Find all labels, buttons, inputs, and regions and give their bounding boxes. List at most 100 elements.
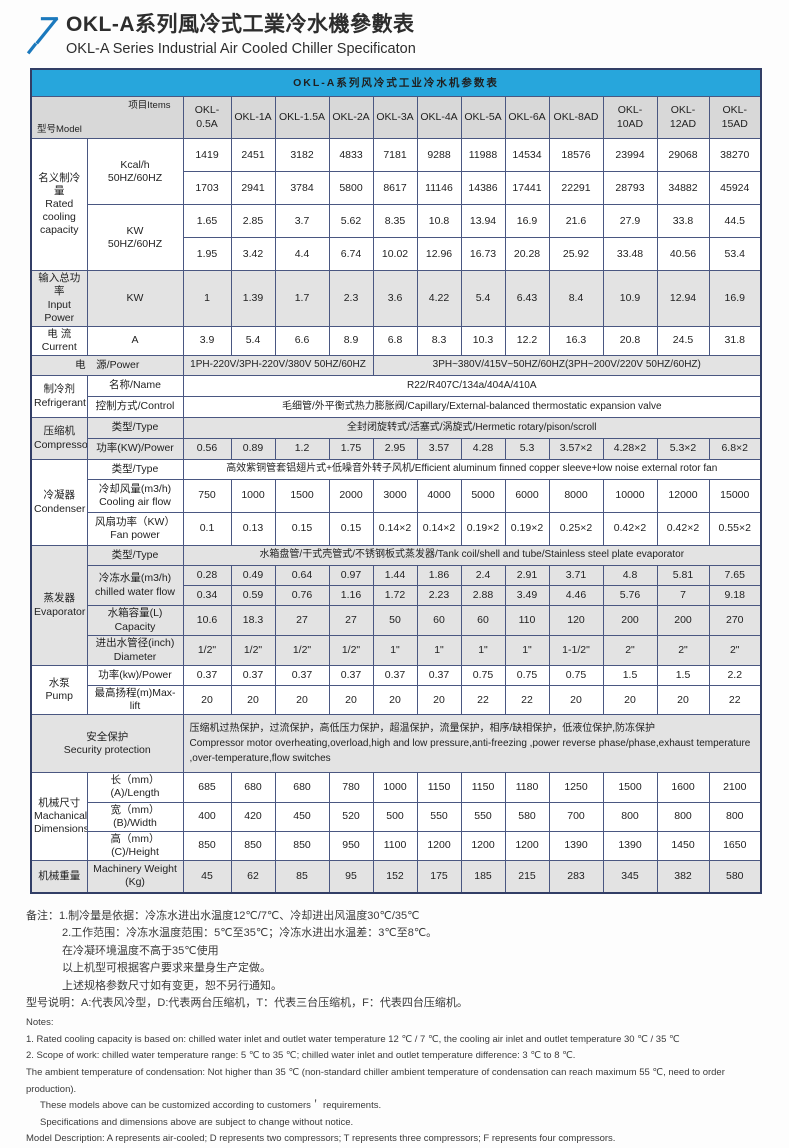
spec-value: 24.5 bbox=[657, 326, 709, 355]
corner-items-label: 项目Items bbox=[128, 100, 170, 112]
spec-value: 2.4 bbox=[461, 566, 505, 586]
spec-value: 4.46 bbox=[549, 586, 603, 606]
spec-value: 0.14×2 bbox=[373, 513, 417, 546]
spec-value: 1.44 bbox=[373, 566, 417, 586]
spec-value: 1450 bbox=[657, 831, 709, 860]
spec-value: 11988 bbox=[461, 139, 505, 172]
spec-value: 0.59 bbox=[231, 586, 275, 606]
spec-value: 12.2 bbox=[505, 326, 549, 355]
spec-value: 1.5 bbox=[657, 666, 709, 686]
spec-value: 0.37 bbox=[329, 666, 373, 686]
spec-value: 0.49 bbox=[231, 566, 275, 586]
spec-value: 0.42×2 bbox=[657, 513, 709, 546]
spec-value: 16.9 bbox=[709, 271, 761, 327]
spec-value: 10.6 bbox=[183, 606, 231, 636]
model-header: OKL-4A bbox=[417, 96, 461, 138]
note-line: 型号说明：A:代表风冷型，D:代表两台压缩机，T：代表三台压缩机，F：代表四台压… bbox=[26, 995, 776, 1013]
spec-value: 40.56 bbox=[657, 238, 709, 271]
spec-value: 0.28 bbox=[183, 566, 231, 586]
spec-label: 毛细管/外平衡式热力膨胀阀/Capillary/External-balance… bbox=[183, 397, 761, 418]
spec-value: 1.7 bbox=[275, 271, 329, 327]
spec-value: 20.8 bbox=[603, 326, 657, 355]
spec-value: 685 bbox=[183, 773, 231, 802]
spec-value: 1650 bbox=[709, 831, 761, 860]
note-line: The ambient temperature of condensation:… bbox=[26, 1065, 776, 1098]
spec-label: 进出水管径(inch) Diameter bbox=[87, 636, 183, 666]
spec-sheet-page: OKL-A系列風冷式工業冷水機參數表 OKL-A Series Industri… bbox=[0, 0, 789, 962]
spec-value: 283 bbox=[549, 861, 603, 893]
spec-value: 850 bbox=[183, 831, 231, 860]
spec-label: 水箱盘管/干式壳管式/不锈钢板式蒸发器/Tank coil/shell and … bbox=[183, 546, 761, 566]
spec-value: 1.16 bbox=[329, 586, 373, 606]
spec-value: 0.19×2 bbox=[461, 513, 505, 546]
spec-value: 20 bbox=[275, 686, 329, 715]
spec-value: 12.96 bbox=[417, 238, 461, 271]
spec-value: 500 bbox=[373, 802, 417, 831]
spec-value: 0.42×2 bbox=[603, 513, 657, 546]
spec-value: 10000 bbox=[603, 480, 657, 513]
spec-value: 0.37 bbox=[373, 666, 417, 686]
spec-value: 14386 bbox=[461, 172, 505, 205]
spec-value: 7.65 bbox=[709, 566, 761, 586]
spec-value: 3.9 bbox=[183, 326, 231, 355]
spec-value: 175 bbox=[417, 861, 461, 893]
spec-value: 1/2" bbox=[329, 636, 373, 666]
spec-value: 4.28×2 bbox=[603, 439, 657, 460]
spec-label: 制冷剂 Refrigerant bbox=[31, 376, 87, 418]
spec-value: 0.1 bbox=[183, 513, 231, 546]
spec-value: 7181 bbox=[373, 139, 417, 172]
spec-value: 800 bbox=[657, 802, 709, 831]
spec-value: 6.74 bbox=[329, 238, 373, 271]
spec-value: 3.71 bbox=[549, 566, 603, 586]
spec-label: 冷却风量(m3/h) Cooling air flow bbox=[87, 480, 183, 513]
spec-value: 1.95 bbox=[183, 238, 231, 271]
notes-english: Notes:1. Rated cooling capacity is based… bbox=[26, 1015, 776, 1148]
spec-value: 2.95 bbox=[373, 439, 417, 460]
spec-value: 85 bbox=[275, 861, 329, 893]
spec-value: 45924 bbox=[709, 172, 761, 205]
spec-value: 1600 bbox=[657, 773, 709, 802]
spec-value: 3.6 bbox=[373, 271, 417, 327]
spec-value: 12000 bbox=[657, 480, 709, 513]
spec-value: 0.97 bbox=[329, 566, 373, 586]
spec-value: 33.8 bbox=[657, 205, 709, 238]
spec-value: 20 bbox=[603, 686, 657, 715]
model-header: OKL-10AD bbox=[603, 96, 657, 138]
spec-value: 382 bbox=[657, 861, 709, 893]
spec-value: 4833 bbox=[329, 139, 373, 172]
spec-value: 270 bbox=[709, 606, 761, 636]
spec-value: 17441 bbox=[505, 172, 549, 205]
spec-value: 20 bbox=[549, 686, 603, 715]
spec-label: 机械尺寸 Machanical Dimensions bbox=[31, 773, 87, 861]
spec-value: 6.43 bbox=[505, 271, 549, 327]
page-title: OKL-A系列風冷式工業冷水機參數表 bbox=[66, 12, 416, 38]
spec-value: 1500 bbox=[603, 773, 657, 802]
corner-cell: 型号Model 项目Items bbox=[31, 96, 183, 138]
spec-label: 机械重量 bbox=[31, 861, 87, 893]
spec-value: 200 bbox=[603, 606, 657, 636]
spec-value: 580 bbox=[709, 861, 761, 893]
spec-label: 压缩机过热保护，过流保护，高低压力保护，超温保护，流量保护，相序/缺相保护，低液… bbox=[183, 715, 761, 773]
spec-label: 功率(KW)/Power bbox=[87, 439, 183, 460]
spec-value: 1150 bbox=[461, 773, 505, 802]
spec-label: 电 源/Power bbox=[31, 356, 183, 376]
spec-value: 1.65 bbox=[183, 205, 231, 238]
spec-value: 18576 bbox=[549, 139, 603, 172]
spec-value: 8617 bbox=[373, 172, 417, 205]
spec-value: 215 bbox=[505, 861, 549, 893]
spec-value: 8000 bbox=[549, 480, 603, 513]
spec-value: 0.25×2 bbox=[549, 513, 603, 546]
spec-value: 8.35 bbox=[373, 205, 417, 238]
spec-value: 20 bbox=[183, 686, 231, 715]
spec-value: 1390 bbox=[603, 831, 657, 860]
spec-value: 7 bbox=[657, 586, 709, 606]
spec-value: 700 bbox=[549, 802, 603, 831]
spec-value: 2" bbox=[657, 636, 709, 666]
